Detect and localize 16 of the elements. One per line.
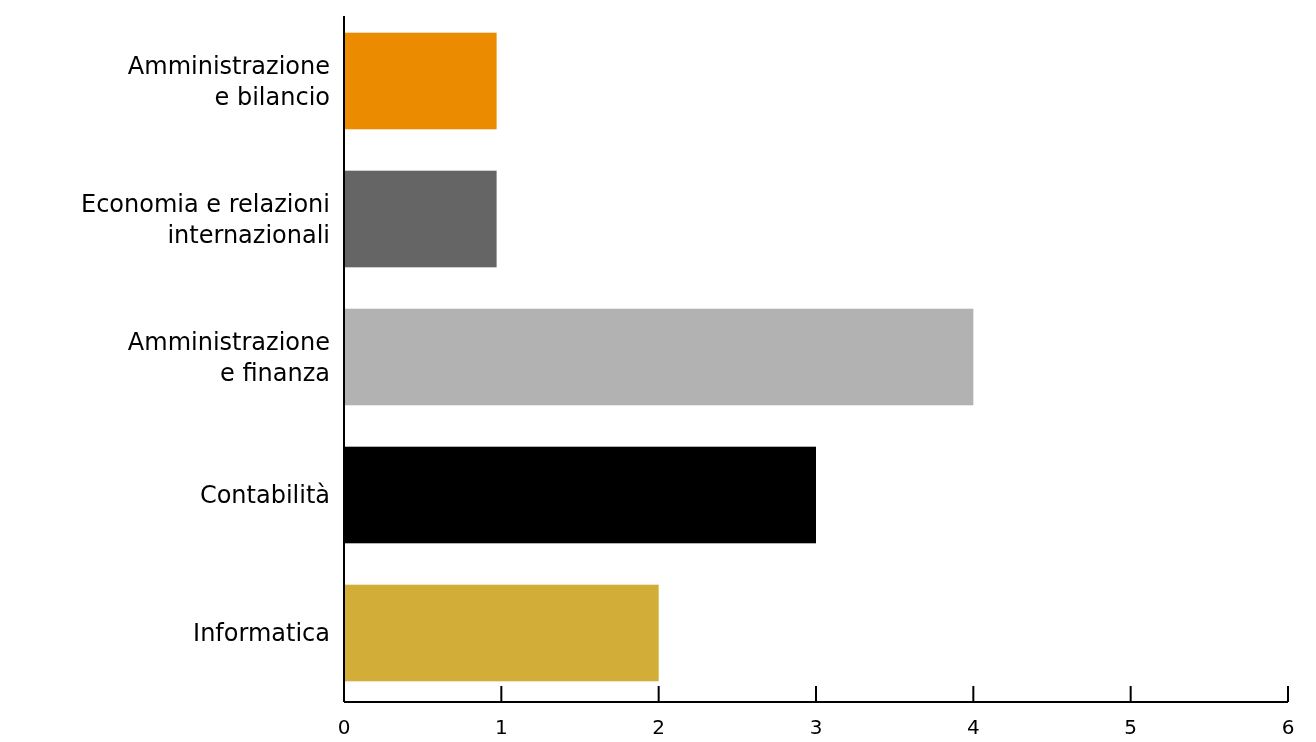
x-tick-label: 1 bbox=[494, 715, 508, 739]
y-tick-label: Amministrazione e bilancio bbox=[127, 51, 330, 111]
bar bbox=[344, 170, 497, 268]
y-tick-label: Informatica bbox=[193, 619, 330, 647]
x-tick-label: 5 bbox=[1124, 715, 1138, 739]
y-tick-label: Contabilità bbox=[199, 481, 330, 509]
x-tick-label: 3 bbox=[809, 715, 823, 739]
bar bbox=[344, 308, 974, 406]
bar bbox=[344, 584, 659, 682]
x-tick-label: 6 bbox=[1281, 715, 1295, 739]
y-tick-label: Amministrazione e finanza bbox=[127, 327, 330, 387]
x-tick-label: 0 bbox=[337, 715, 351, 739]
x-tick-label: 4 bbox=[966, 715, 980, 739]
x-tick-label: 2 bbox=[652, 715, 666, 739]
bar bbox=[344, 32, 497, 130]
y-tick-label: Economia e relazioni internazionali bbox=[80, 189, 330, 249]
